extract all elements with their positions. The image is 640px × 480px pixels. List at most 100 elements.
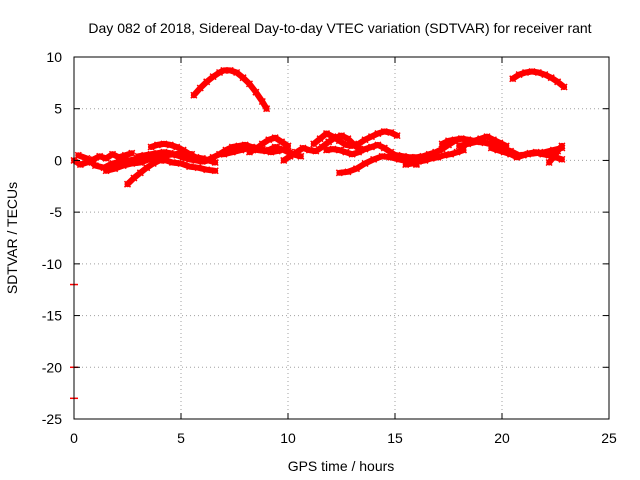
data-point — [558, 155, 566, 163]
data-point — [209, 153, 217, 161]
data-point — [348, 150, 356, 158]
data-point — [186, 155, 194, 163]
data-point — [515, 71, 523, 79]
data-point — [453, 148, 461, 156]
data-point — [380, 127, 388, 135]
data-point — [235, 142, 243, 150]
data-point — [203, 166, 211, 174]
data-point — [519, 151, 527, 159]
y-tick-label: -5 — [50, 204, 63, 220]
plot-frame — [73, 56, 610, 420]
data-point — [203, 78, 211, 86]
data-point — [412, 153, 420, 161]
data-point — [322, 146, 331, 154]
data-point — [534, 68, 542, 77]
data-point — [361, 145, 369, 153]
data-point — [367, 133, 375, 141]
data-point — [455, 142, 463, 150]
data-point — [177, 160, 185, 168]
x-tick-label: 25 — [601, 430, 617, 446]
data-point — [156, 156, 164, 164]
data-point — [432, 148, 440, 156]
data-point — [539, 150, 547, 158]
data-point — [173, 151, 181, 159]
data-point — [162, 156, 170, 164]
data-point — [483, 133, 491, 141]
data-point — [367, 143, 375, 151]
data-point — [186, 163, 194, 171]
data-arc — [123, 156, 219, 188]
data-point — [166, 141, 174, 149]
data-point — [136, 169, 144, 177]
data-point — [145, 155, 153, 163]
data-point — [500, 148, 508, 156]
data-point — [335, 137, 343, 145]
data-point — [374, 130, 382, 138]
data-point — [322, 130, 331, 138]
data-point — [541, 71, 549, 79]
data-point — [228, 148, 236, 156]
data-point — [344, 168, 352, 176]
grid — [74, 57, 609, 419]
x-tick-label: 10 — [280, 430, 296, 446]
data-point — [220, 150, 228, 158]
data-point — [141, 151, 149, 159]
data-point — [438, 140, 446, 148]
y-tick-label: -20 — [42, 359, 62, 375]
data-point — [237, 146, 245, 154]
data-point — [293, 148, 301, 156]
data-point — [464, 140, 472, 148]
data-point — [310, 140, 318, 148]
data-point — [335, 146, 343, 154]
data-point — [226, 66, 234, 74]
data-point — [459, 146, 468, 154]
data-point — [102, 167, 110, 175]
data-point — [263, 105, 271, 113]
data-point — [457, 135, 465, 143]
data-point — [532, 148, 540, 156]
data-point — [160, 148, 168, 156]
data-arc — [509, 67, 568, 91]
data-point — [393, 151, 401, 159]
data-point — [130, 174, 138, 182]
data-point — [91, 162, 99, 170]
data-point — [406, 153, 414, 161]
data-point — [220, 66, 228, 74]
data-point — [209, 73, 217, 81]
data-point — [370, 155, 378, 163]
y-tick-label: 5 — [54, 101, 62, 117]
data-point — [415, 157, 423, 165]
data-point — [545, 151, 553, 159]
data-point — [128, 160, 136, 168]
data-point — [329, 145, 337, 153]
data-arc — [487, 144, 566, 163]
data-point — [102, 154, 110, 162]
data-point — [108, 150, 117, 158]
data-arc-band — [336, 153, 420, 176]
data-arc — [190, 66, 271, 113]
data-point — [342, 148, 350, 156]
data-point — [361, 160, 369, 168]
data-point — [427, 154, 435, 162]
data-point — [316, 135, 324, 143]
data-point — [549, 153, 557, 161]
y-tick-label: -10 — [42, 256, 62, 272]
data-point — [528, 67, 536, 76]
data-point — [554, 78, 562, 86]
data-point — [494, 146, 502, 154]
data-point — [245, 80, 254, 88]
data-arc — [280, 132, 365, 164]
data-point — [509, 75, 517, 83]
data-point — [239, 74, 247, 82]
data-point — [522, 68, 530, 77]
data-point — [128, 149, 136, 157]
data-point — [387, 150, 395, 158]
y-tick-label: -15 — [42, 308, 62, 324]
y-tick-label: -25 — [42, 411, 62, 427]
data-point — [271, 134, 279, 142]
data-point — [245, 148, 254, 156]
data-point — [329, 133, 337, 141]
data-arc — [134, 148, 213, 165]
data-point — [119, 162, 127, 170]
data-point — [348, 142, 356, 150]
